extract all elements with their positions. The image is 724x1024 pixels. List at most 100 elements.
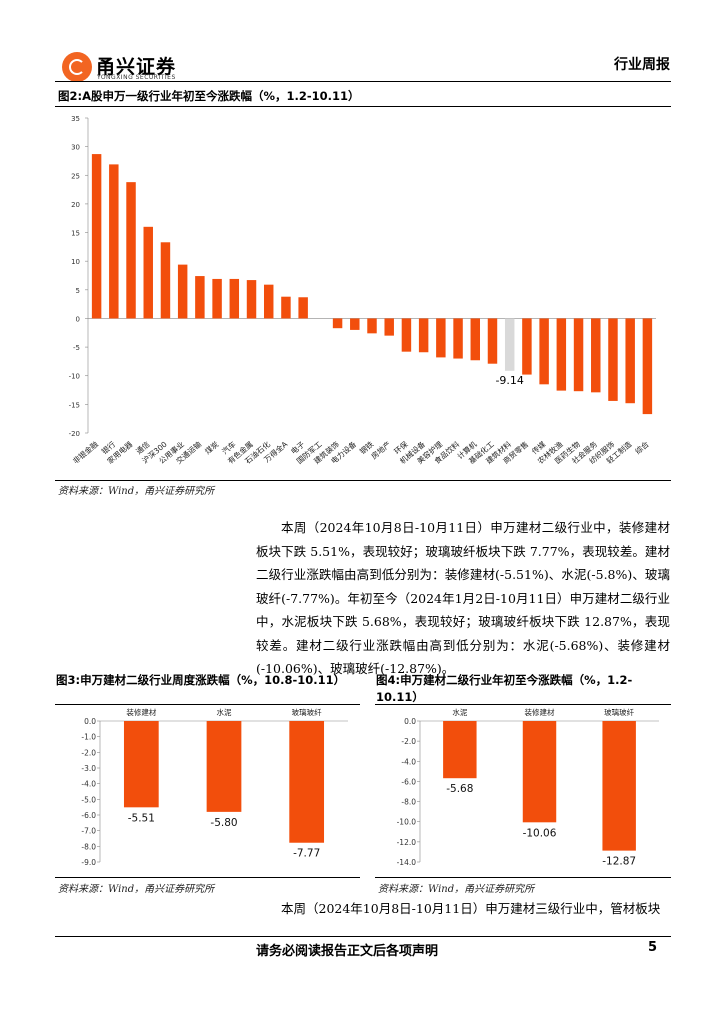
figure3-y-tick-label: -8.0 [81, 842, 96, 851]
body-paragraph-1: 本周（2024年10月8日-10月11日）申万建材二级行业中，装修建材板块下跌 … [256, 520, 670, 676]
body-paragraph-2: 本周（2024年10月8日-10月11日）申万建材三级行业中，管材板块 [281, 901, 661, 916]
figure3-y-tick-label: -7.0 [81, 827, 96, 836]
figure2-y-tick-label: -20 [69, 430, 80, 438]
figure2-x-tick-label: 煤炭 [202, 439, 220, 457]
figure2-y-tick-label: 15 [71, 230, 80, 238]
figure2-bar [177, 264, 188, 319]
figure2-bar [91, 154, 102, 319]
logo-icon [62, 52, 92, 82]
figure3-category-label: 水泥 [217, 707, 232, 717]
figure4-y-tick-label: -4.0 [401, 757, 416, 766]
figure2-bar [229, 278, 240, 319]
figure4-source: 资料来源：Wind，甬兴证券研究所 [378, 884, 535, 895]
figure2-bar [504, 318, 515, 371]
figure4-y-tick-label: -8.0 [401, 798, 416, 807]
figure2-bar [263, 284, 274, 319]
figure2-bar [470, 318, 481, 361]
figure3-bar [206, 721, 242, 812]
figure2-y-tick-label: -15 [69, 401, 80, 409]
header-rule [55, 81, 671, 82]
figure3-source: 资料来源：Wind，甬兴证券研究所 [58, 884, 215, 895]
figure4-category-label: 玻璃玻纤 [604, 707, 634, 717]
figure2-y-tick-label: 10 [71, 258, 80, 266]
figure4-category-label: 装修建材 [525, 707, 555, 717]
figure2-bar [625, 318, 635, 404]
figure2-x-tick-label: 非银金融 [70, 439, 100, 466]
figure4-chart: 0.0 -2.0 -4.0 -6.0 -8.0 -10.0 -12.0 -14.0 水泥 -5.6… [397, 707, 659, 868]
figure3-y-tick-label: -2.0 [81, 748, 96, 757]
figure4-y-tick-label: -6.0 [401, 777, 416, 786]
figure4-y-tick-label: -12.0 [397, 838, 417, 847]
figure2-x-tick-label: 房地产 [369, 439, 393, 461]
figure2-bar [281, 296, 291, 319]
figure4-bar [602, 721, 636, 851]
figure2-bar [195, 276, 205, 319]
figure2-bar [453, 318, 463, 359]
figure2-bar [246, 280, 257, 319]
figure3-y-tick-label: -4.0 [81, 780, 96, 789]
figure4-y-tick-label: -10.0 [397, 818, 417, 827]
figure3-value-label: -5.51 [128, 812, 155, 824]
figure3-value-label: -7.77 [293, 848, 320, 860]
figure2-bar [367, 318, 377, 334]
figure2-y-tick-label: 30 [71, 144, 80, 152]
figure3-category-label: 装修建材 [126, 707, 156, 717]
figure3-y-tick-label: -9.0 [81, 858, 96, 867]
figure2-y-tick-label: 25 [71, 172, 80, 180]
figure2-bottom-rule [55, 480, 671, 481]
figure4-title: 图4:申万建材二级行业年初至今涨跌幅（%，1.2-10.11） [376, 673, 633, 704]
figure2-bar [143, 226, 153, 319]
report-type: 行业周报 [614, 57, 670, 73]
figure4-y-tick-label: 0.0 [404, 717, 416, 726]
figure3-top-rule [55, 704, 360, 705]
figure2-y-tick-label: 20 [71, 201, 80, 209]
figure2-bar [126, 182, 136, 319]
figure2-y-tick-label: -5 [73, 344, 80, 352]
figure2-bar [608, 318, 618, 401]
figure3-bar [289, 721, 325, 843]
figure2-bar [401, 318, 412, 352]
figure2-bar [384, 318, 394, 336]
figure2-bar [591, 318, 601, 393]
figure3-bar [123, 721, 159, 808]
figure2-y-tick-label: 5 [76, 287, 80, 295]
figure3-y-tick-label: 0.0 [84, 717, 96, 726]
figure4-value-label: -5.68 [446, 783, 473, 795]
figure2-value-label: -9.14 [495, 374, 523, 387]
figure2-bar [160, 242, 171, 319]
figure3-category-label: 玻璃玻纤 [292, 707, 322, 717]
figure2-bar [642, 318, 653, 415]
figure2-title: 图2:A股申万一级行业年初至今涨跌幅（%，1.2-10.11） [58, 89, 360, 103]
figure2-bar [109, 164, 119, 319]
figure2-bar [350, 318, 360, 330]
footer-disclaimer: 请务必阅读报告正文后各项声明 [256, 944, 439, 959]
figure2-y-tick-label: -10 [69, 373, 80, 381]
logo-subtext: YONGXING SECURITIES [97, 74, 176, 81]
figure2-bar [436, 318, 446, 358]
page-number: 5 [648, 940, 658, 955]
figure2-bar [573, 318, 584, 392]
figure2-bar [556, 318, 567, 391]
figure3-chart: 0.0 -1.0 -2.0 -3.0 -4.0 -5.0 -6.0 -7.0 -8.0 -9.0 装… [81, 707, 348, 867]
figure3-y-tick-label: -1.0 [81, 733, 96, 742]
figure3-bottom-rule [55, 877, 360, 878]
figure2-x-tick-label: 综合 [633, 439, 651, 457]
figure2-y-tick-label: 35 [71, 115, 80, 123]
figure4-y-tick-label: -2.0 [401, 737, 416, 746]
figure2-top-rule [55, 106, 671, 107]
figure2-bar [539, 318, 549, 385]
footer-rule [55, 936, 671, 937]
figure3-value-label: -5.80 [210, 817, 237, 829]
figure2-source: 资料来源：Wind，甬兴证券研究所 [58, 486, 215, 497]
figure4-y-tick-label: -14.0 [397, 858, 417, 867]
figure2-bar [298, 297, 308, 319]
figure4-bar [522, 721, 557, 823]
figure2-y-tick-label: 0 [76, 315, 80, 323]
figure2-bar [522, 318, 532, 375]
figure4-bottom-rule [375, 877, 671, 878]
figure4-value-label: -12.87 [602, 856, 636, 868]
figure4-bar [443, 721, 477, 779]
figure4-top-rule [375, 704, 671, 705]
figure3-y-tick-label: -3.0 [81, 764, 96, 773]
